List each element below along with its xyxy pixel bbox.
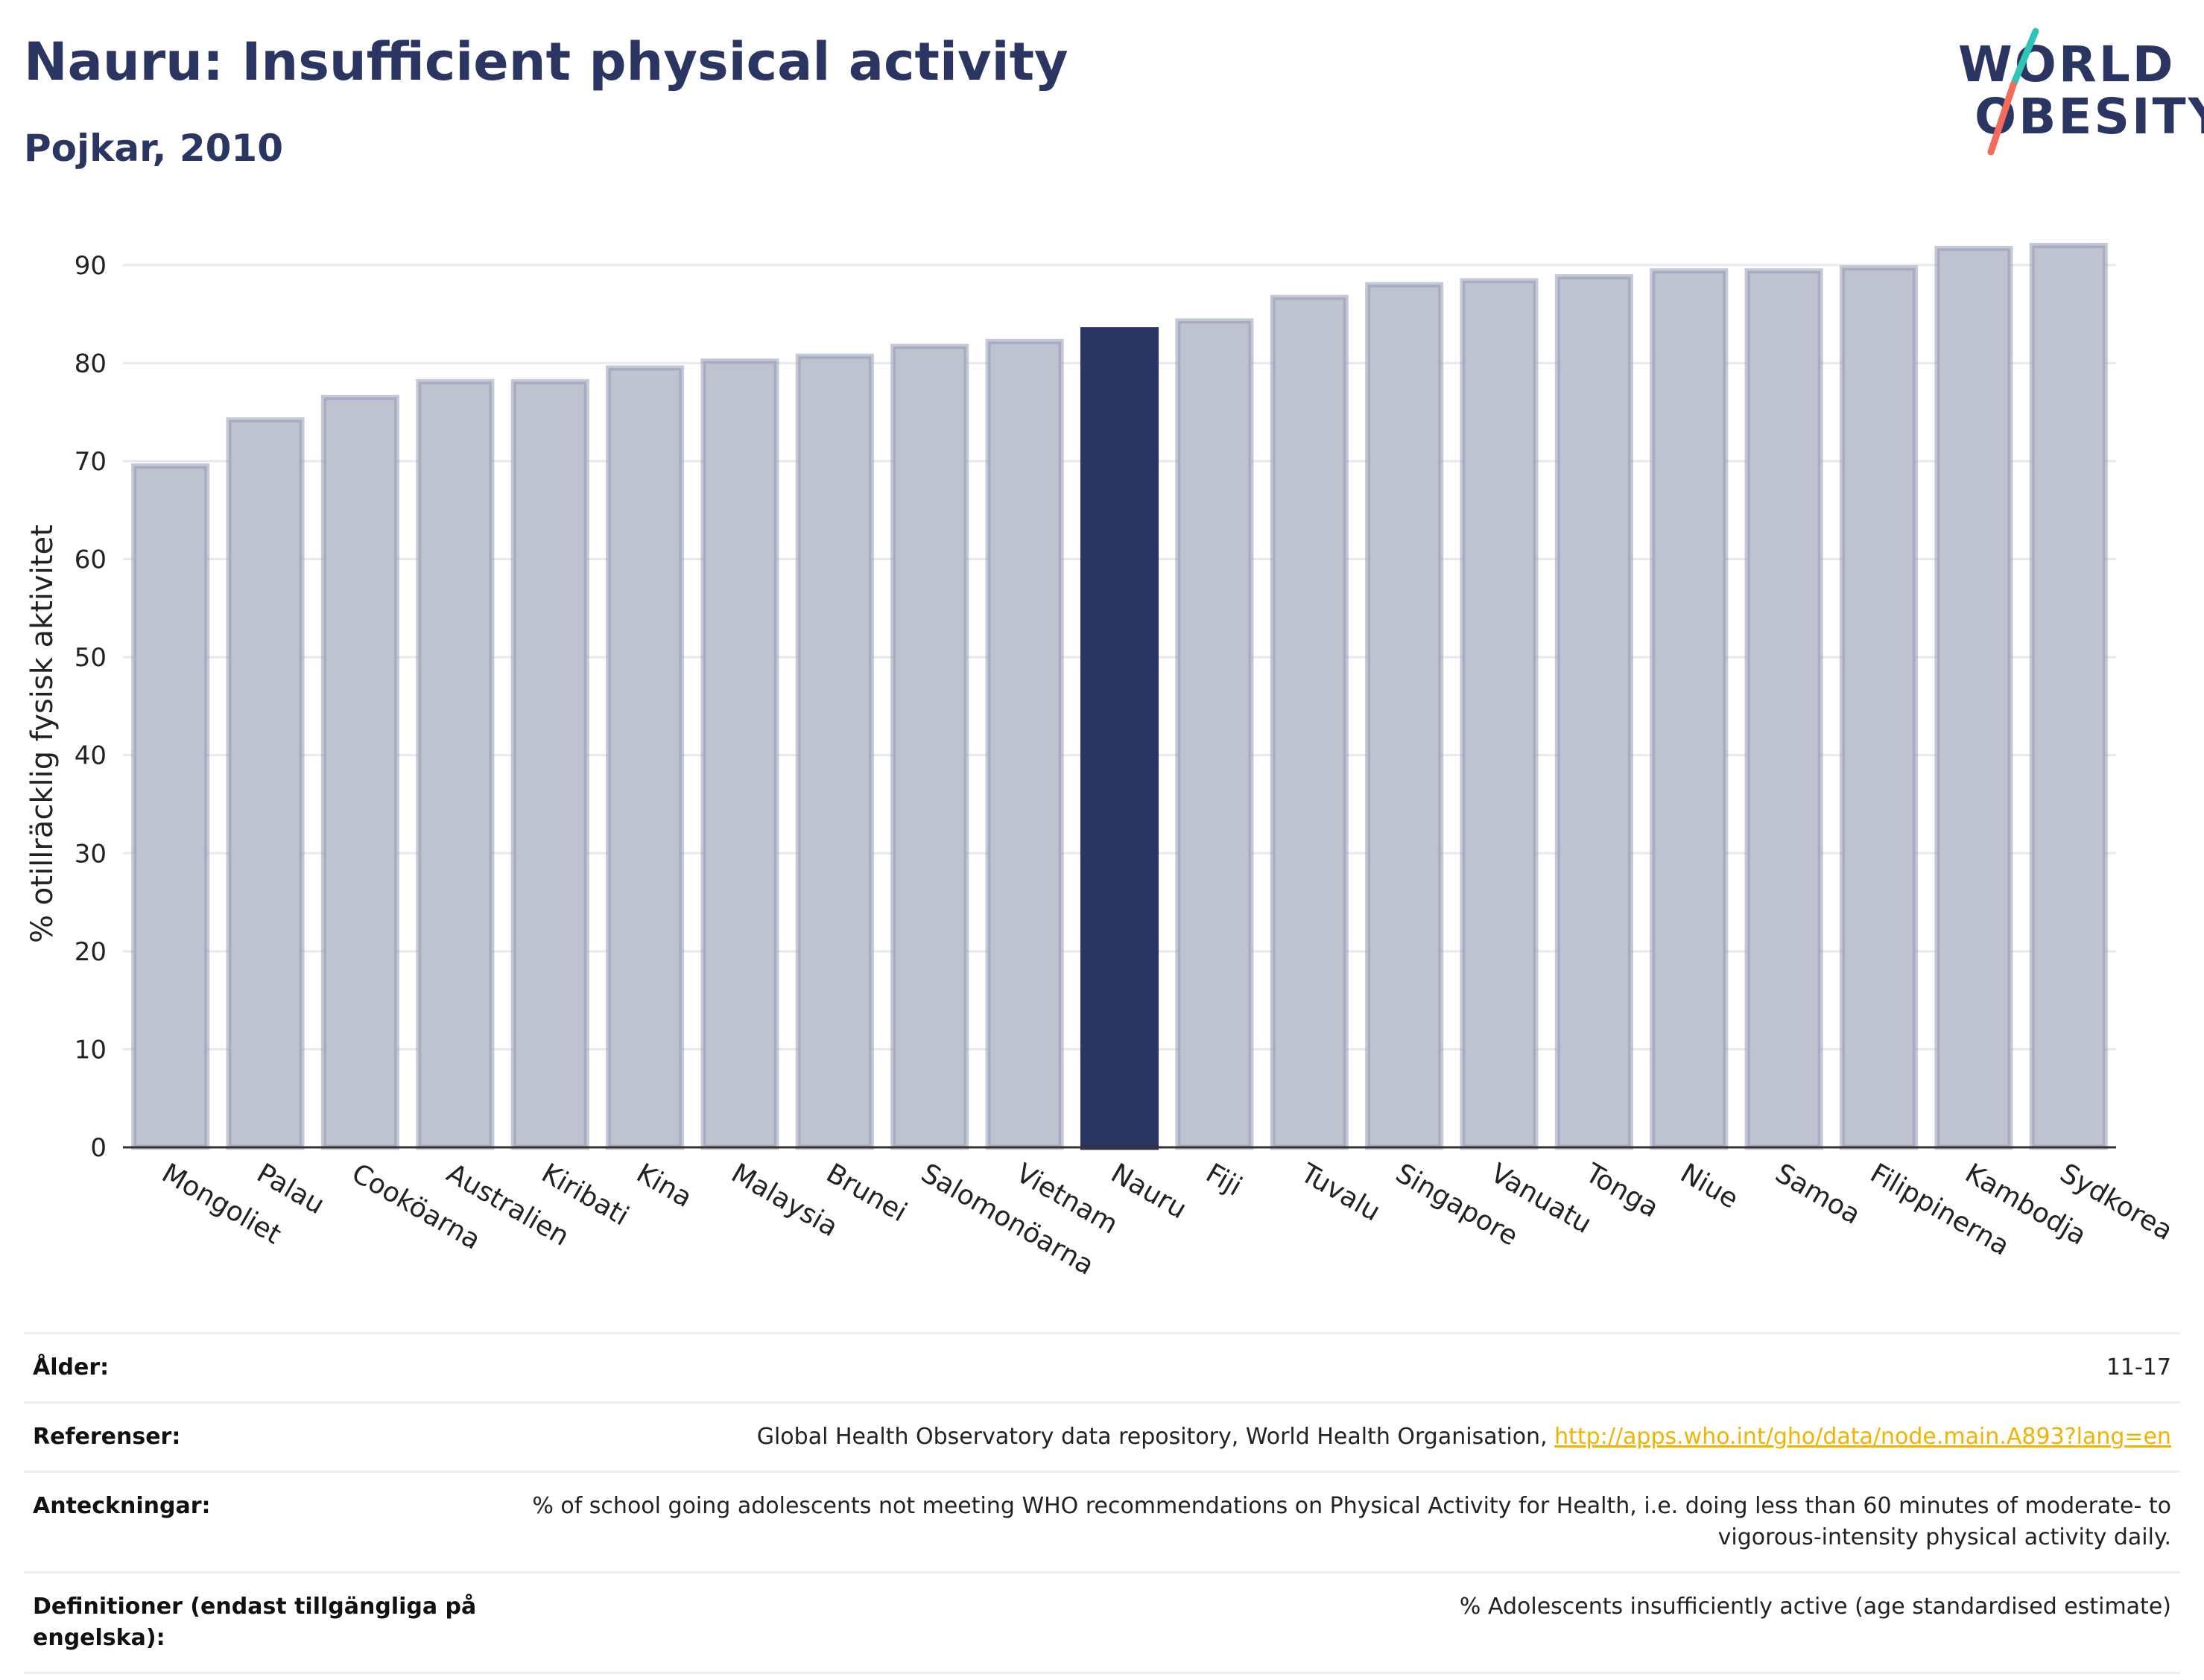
meta-row-age: Ålder: 11-17 (24, 1334, 2180, 1404)
bar-tonga (1557, 277, 1630, 1147)
meta-row-notes: Anteckningar: % of school going adolesce… (24, 1473, 2180, 1573)
x-tick-label: Tuvalu (1295, 1158, 1385, 1228)
meta-notes-value: % of school going adolescents not meetin… (532, 1491, 2171, 1553)
meta-definitions-label: Definitioner (endast tillgängliga på eng… (33, 1591, 510, 1654)
bar-australien (419, 381, 492, 1147)
x-tick-label: Malaysia (726, 1158, 843, 1243)
bar-palau (229, 420, 302, 1147)
meta-age-value: 11-17 (2106, 1352, 2171, 1383)
bar-singapore (1368, 285, 1441, 1147)
meta-row-references: Referenser: Global Health Observatory da… (24, 1404, 2180, 1473)
bar-samoa (1747, 271, 1820, 1147)
meta-row-definitions: Definitioner (endast tillgängliga på eng… (24, 1573, 2180, 1674)
chart-bars (134, 245, 2106, 1147)
y-tick-label: 40 (75, 741, 107, 771)
world-obesity-logo: WORLD OBESITY (1952, 25, 2191, 159)
bar-niue (1653, 271, 1726, 1147)
y-tick-label: 60 (75, 545, 107, 575)
y-tick-label: 10 (75, 1035, 107, 1065)
bar-vietnam (988, 341, 1061, 1147)
y-axis-ticks: 0 10 20 30 40 50 60 70 80 90 (75, 251, 107, 1163)
meta-references-link[interactable]: http://apps.who.int/gho/data/node.main.A… (1554, 1424, 2171, 1450)
bar-nauru (1083, 330, 1156, 1147)
meta-references-text: Global Health Observatory data repositor… (757, 1424, 1554, 1450)
y-tick-label: 20 (75, 937, 107, 967)
meta-references-value: Global Health Observatory data repositor… (757, 1421, 2171, 1453)
bar-kiribati (513, 381, 586, 1147)
bar-cooköarna (323, 397, 396, 1147)
x-tick-label: Niue (1675, 1158, 1743, 1214)
y-axis-label: % otillräcklig fysisk aktivitet (25, 524, 60, 943)
bar-filippinerna (1843, 268, 1916, 1147)
x-tick-label: Kina (631, 1158, 697, 1214)
logo-slash-icon (1952, 25, 2191, 159)
meta-references-label: Referenser: (33, 1421, 510, 1453)
meta-notes-label: Anteckningar: (33, 1491, 510, 1553)
x-tick-label: Salomonöarna (916, 1158, 1099, 1281)
metadata-table: Ålder: 11-17 Referenser: Global Health O… (24, 1332, 2180, 1674)
page-title: Nauru: Insufficient physical activity (24, 31, 1068, 92)
y-tick-label: 90 (75, 251, 107, 281)
bar-mongoliet (134, 466, 207, 1147)
bar-malaysia (703, 361, 776, 1147)
bar-kina (609, 368, 682, 1147)
y-tick-label: 80 (75, 349, 107, 378)
meta-age-label: Ålder: (33, 1352, 510, 1383)
bar-sydkorea (2032, 245, 2105, 1147)
bar-fiji (1178, 321, 1251, 1147)
y-tick-label: 50 (75, 643, 107, 673)
x-tick-label: Fiji (1200, 1158, 1247, 1202)
bar-tuvalu (1273, 297, 1346, 1147)
y-tick-label: 0 (90, 1133, 107, 1163)
bar-brunei (798, 356, 871, 1147)
bar-kambodja (1937, 248, 2010, 1147)
x-tick-label: Samoa (1770, 1158, 1866, 1231)
page-subtitle: Pojkar, 2010 (24, 127, 283, 170)
meta-definitions-value: % Adolescents insufficiently active (age… (1460, 1591, 2171, 1654)
y-tick-label: 70 (75, 447, 107, 477)
y-tick-label: 30 (75, 839, 107, 869)
bar-salomonöarna (893, 346, 966, 1147)
bar-vanuatu (1463, 281, 1536, 1147)
